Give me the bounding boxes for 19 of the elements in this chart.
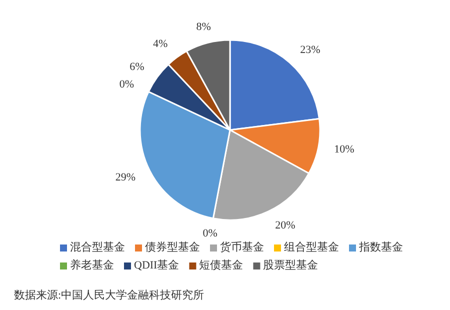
data-label: 23% bbox=[300, 44, 320, 56]
source-note: 数据来源:中国人民大学金融科技研究所 bbox=[14, 288, 204, 302]
data-label: 4% bbox=[153, 38, 168, 50]
data-label: 20% bbox=[275, 219, 296, 232]
legend-label: 混合型基金 bbox=[70, 240, 125, 254]
legend-label: 股票型基金 bbox=[263, 258, 318, 272]
text: 0% bbox=[119, 78, 134, 90]
data-label: 29% bbox=[115, 172, 136, 184]
legend-label: 养老基金 bbox=[70, 258, 114, 272]
text: 0% bbox=[202, 228, 218, 240]
legend-label: 短债基金 bbox=[199, 258, 244, 272]
legend-label: QDII基金 bbox=[134, 258, 180, 272]
legend-label: 指数基金 bbox=[358, 240, 403, 254]
data-label: 8% bbox=[196, 20, 211, 33]
legend-label: 组合型基金 bbox=[284, 240, 339, 254]
legend-label: 货币基金 bbox=[220, 240, 264, 254]
data-label: 6% bbox=[130, 61, 144, 74]
data-label: 10% bbox=[334, 143, 354, 156]
legend-label: 债券型基金 bbox=[145, 240, 200, 254]
